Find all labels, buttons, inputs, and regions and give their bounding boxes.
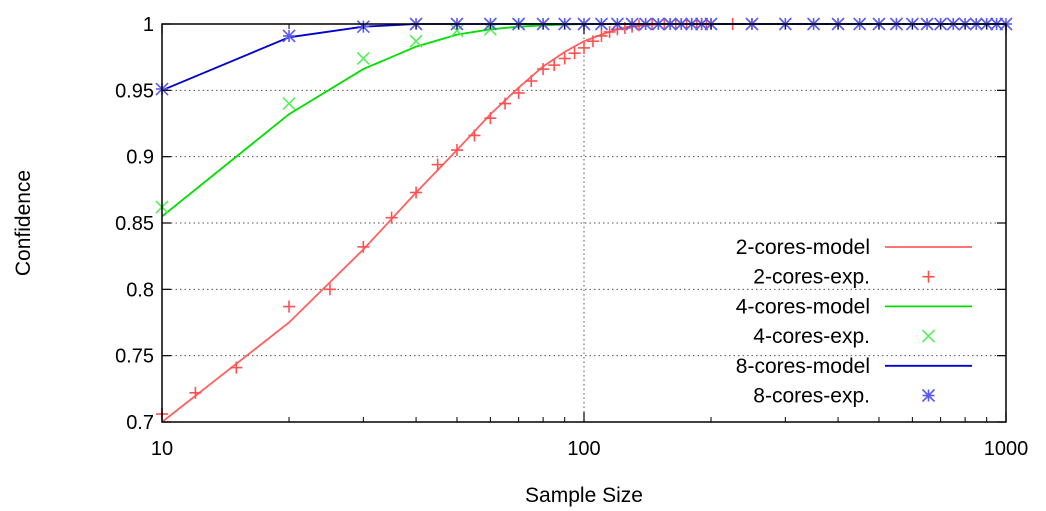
data-point-2-cores-exp — [537, 63, 550, 76]
data-point-2-cores-exp — [357, 240, 370, 253]
data-point-2-cores-exp — [595, 29, 608, 42]
legend-label: 2-cores-exp. — [753, 266, 870, 289]
legend-label: 2-cores-model — [736, 236, 870, 259]
x-tick-label: 1000 — [984, 438, 1029, 460]
y-tick-label: 0.7 — [126, 412, 154, 434]
legend-label: 4-cores-model — [736, 295, 870, 318]
data-point-2-cores-exp — [558, 52, 571, 65]
legend-label: 4-cores-exp. — [753, 325, 870, 348]
grid-lines — [162, 24, 1006, 422]
data-point-2-cores-exp — [450, 144, 463, 157]
legend-label: 8-cores-model — [736, 355, 870, 378]
legend-item-4-cores-exp: 4-cores-exp. — [753, 325, 936, 348]
data-point-2-cores-exp — [410, 186, 423, 199]
legend-marker-sample — [921, 329, 936, 343]
axis-ticks: 0.7 0.75 0.8 0.85 0.9 0.95 1 10 100 1000 — [115, 14, 1028, 460]
legend-label: 8-cores-exp. — [753, 385, 870, 408]
data-point-2-cores-exp — [230, 361, 243, 374]
legend-item-8-cores-exp: 8-cores-exp. — [753, 385, 936, 408]
x-tick-label: 10 — [151, 438, 173, 460]
legend-item-2-cores-model: 2-cores-model — [736, 236, 972, 259]
data-point-2-cores-exp — [512, 86, 525, 99]
data-point-8-cores-exp — [282, 29, 296, 43]
legend-marker-sample — [922, 270, 935, 283]
y-tick-label: 0.75 — [115, 346, 154, 368]
data-point-2-cores-exp — [499, 97, 512, 110]
y-axis-title: Confidence — [12, 170, 35, 276]
data-point-2-cores-exp — [431, 158, 444, 171]
data-point-2-cores-exp — [385, 211, 398, 224]
legend-marker-sample — [921, 388, 936, 403]
data-point-4-cores-exp — [450, 24, 464, 38]
data-point-2-cores-exp — [323, 283, 336, 296]
data-point-2-cores-exp — [633, 19, 646, 32]
data-point-2-cores-exp — [525, 75, 538, 88]
y-tick-label: 0.95 — [115, 80, 154, 102]
data-point-2-cores-exp — [586, 35, 599, 48]
data-point-2-cores-exp — [578, 41, 590, 54]
series-4-cores-exp — [155, 17, 526, 214]
data-point-2-cores-exp — [548, 59, 561, 72]
series-2-cores-exp — [156, 18, 758, 421]
data-point-2-cores-exp — [568, 47, 581, 60]
legend: 2-cores-model 2-cores-exp. 4-cores-model 4-… — [736, 236, 972, 408]
data-point-2-cores-exp — [484, 112, 497, 125]
y-tick-label: 0.9 — [126, 147, 154, 169]
data-point-4-cores-exp — [282, 97, 296, 111]
x-tick-label: 100 — [567, 438, 600, 460]
data-point-2-cores-exp — [189, 386, 202, 399]
data-point-4-cores-exp — [356, 51, 370, 66]
data-point-2-cores-exp — [603, 25, 616, 38]
data-point-2-cores-exp — [468, 129, 481, 142]
x-axis-title: Sample Size — [525, 484, 643, 507]
y-tick-label: 1 — [143, 14, 154, 36]
y-tick-label: 0.8 — [126, 279, 154, 301]
legend-item-4-cores-model: 4-cores-model — [736, 295, 972, 318]
data-point-2-cores-exp — [283, 300, 296, 313]
data-point-4-cores-exp — [409, 34, 423, 48]
legend-item-8-cores-model: 8-cores-model — [736, 355, 972, 378]
y-tick-label: 0.85 — [115, 213, 154, 235]
legend-item-2-cores-exp: 2-cores-exp. — [753, 266, 935, 289]
